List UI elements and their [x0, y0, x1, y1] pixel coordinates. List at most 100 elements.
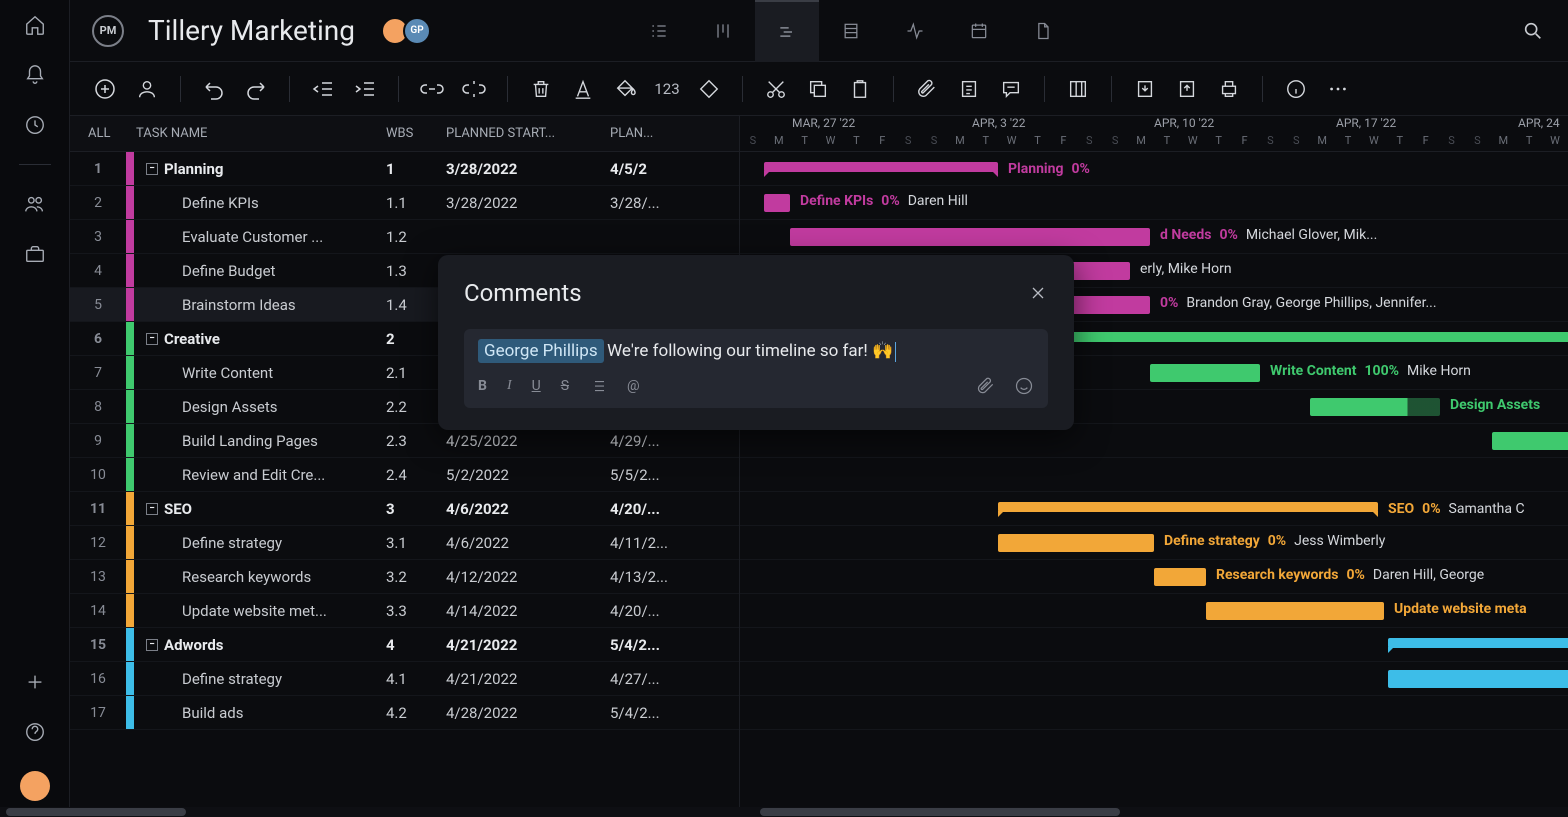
notes-icon[interactable]: [956, 76, 982, 102]
task-name[interactable]: −Adwords: [134, 636, 386, 654]
gantt-row[interactable]: Planning0%: [740, 152, 1568, 186]
calendar-view-tab[interactable]: [947, 0, 1011, 62]
end-cell[interactable]: 3/28/...: [610, 194, 739, 212]
milestone-icon[interactable]: [696, 76, 722, 102]
info-icon[interactable]: [1283, 76, 1309, 102]
end-cell[interactable]: 5/5/2...: [610, 466, 739, 484]
search-icon[interactable]: [1522, 20, 1544, 42]
wbs-cell[interactable]: 4: [386, 636, 446, 654]
gantt-bar[interactable]: SEO0%Samantha C: [998, 502, 1378, 512]
gantt-body[interactable]: Planning0% Define KPIs0%Daren Hilld Needs…: [740, 152, 1568, 730]
column-all[interactable]: ALL: [70, 126, 126, 141]
task-name[interactable]: Build Landing Pages: [134, 432, 386, 450]
task-name[interactable]: Evaluate Customer ...: [134, 228, 386, 246]
start-cell[interactable]: 4/25/2022: [446, 432, 610, 450]
gantt-row[interactable]: [740, 662, 1568, 696]
wbs-cell[interactable]: 1.3: [386, 262, 446, 280]
task-name[interactable]: Define Budget: [134, 262, 386, 280]
end-cell[interactable]: 4/20/...: [610, 602, 739, 620]
task-row[interactable]: 1 −Planning 1 3/28/2022 4/5/2: [70, 152, 739, 186]
gantt-bar[interactable]: [1492, 432, 1568, 450]
more-icon[interactable]: [1325, 76, 1351, 102]
wbs-cell[interactable]: 2.1: [386, 364, 446, 382]
help-icon[interactable]: [24, 721, 46, 743]
task-name[interactable]: Write Content: [134, 364, 386, 382]
gantt-row[interactable]: [740, 696, 1568, 730]
task-name[interactable]: −Planning: [134, 160, 386, 178]
wbs-cell[interactable]: 2.2: [386, 398, 446, 416]
gantt-bar[interactable]: Define KPIs0%Daren Hill: [764, 194, 790, 212]
disclosure-icon[interactable]: −: [146, 163, 158, 175]
column-end[interactable]: PLAN...: [610, 126, 739, 141]
wbs-cell[interactable]: 2.4: [386, 466, 446, 484]
gantt-bar[interactable]: Write Content100%Mike Horn: [1150, 364, 1260, 382]
gantt-view-tab[interactable]: [755, 0, 819, 62]
comment-text[interactable]: We're following our timeline so far! 🙌: [607, 341, 893, 361]
task-row[interactable]: 17 Build ads 4.2 4/28/2022 5/4/2...: [70, 696, 739, 730]
gantt-bar[interactable]: Planning0%: [764, 162, 998, 172]
task-name[interactable]: Brainstorm Ideas: [134, 296, 386, 314]
plus-icon[interactable]: [24, 671, 46, 693]
bold-icon[interactable]: B: [478, 378, 487, 394]
gantt-row[interactable]: [740, 458, 1568, 492]
disclosure-icon[interactable]: −: [146, 503, 158, 515]
trash-icon[interactable]: [528, 76, 554, 102]
task-row[interactable]: 2 Define KPIs 1.1 3/28/2022 3/28/...: [70, 186, 739, 220]
cut-icon[interactable]: [763, 76, 789, 102]
italic-icon[interactable]: I: [507, 378, 512, 394]
disclosure-icon[interactable]: −: [146, 333, 158, 345]
task-name[interactable]: Build ads: [134, 704, 386, 722]
wbs-cell[interactable]: 2.3: [386, 432, 446, 450]
task-name[interactable]: Define strategy: [134, 670, 386, 688]
copy-icon[interactable]: [805, 76, 831, 102]
gantt-bar[interactable]: Define strategy0%Jess Wimberly: [998, 534, 1154, 552]
comment-icon[interactable]: [998, 76, 1024, 102]
attach-icon[interactable]: [914, 76, 940, 102]
task-row[interactable]: 3 Evaluate Customer ... 1.2: [70, 220, 739, 254]
task-row[interactable]: 16 Define strategy 4.1 4/21/2022 4/27/..…: [70, 662, 739, 696]
gantt-row[interactable]: [740, 628, 1568, 662]
gantt-bar[interactable]: d Needs0%Michael Glover, Mik...: [790, 228, 1150, 246]
task-name[interactable]: −SEO: [134, 500, 386, 518]
user-avatar[interactable]: [20, 771, 50, 801]
bell-icon[interactable]: [24, 64, 46, 86]
end-cell[interactable]: 4/20/...: [610, 500, 739, 518]
print-icon[interactable]: [1216, 76, 1242, 102]
paste-icon[interactable]: [847, 76, 873, 102]
app-logo[interactable]: PM: [92, 15, 124, 47]
gantt-bar[interactable]: [1388, 670, 1568, 688]
end-cell[interactable]: 4/11/2...: [610, 534, 739, 552]
comment-input[interactable]: George Phillips We're following our time…: [464, 329, 1048, 408]
scrollbar[interactable]: [740, 807, 1568, 817]
fill-icon[interactable]: [612, 76, 638, 102]
task-name[interactable]: Update website met...: [134, 602, 386, 620]
member-avatars[interactable]: GP: [387, 17, 431, 45]
disclosure-icon[interactable]: −: [146, 639, 158, 651]
wbs-cell[interactable]: 2: [386, 330, 446, 348]
task-row[interactable]: 12 Define strategy 3.1 4/6/2022 4/11/2..…: [70, 526, 739, 560]
end-cell[interactable]: 5/4/2...: [610, 636, 739, 654]
sheet-view-tab[interactable]: [819, 0, 883, 62]
users-icon[interactable]: [24, 193, 46, 215]
end-cell[interactable]: 4/27/...: [610, 670, 739, 688]
briefcase-icon[interactable]: [24, 243, 46, 265]
wbs-cell[interactable]: 1.2: [386, 228, 446, 246]
start-cell[interactable]: 4/21/2022: [446, 636, 610, 654]
wbs-cell[interactable]: 3.1: [386, 534, 446, 552]
task-row[interactable]: 13 Research keywords 3.2 4/12/2022 4/13/…: [70, 560, 739, 594]
end-cell[interactable]: 4/29/...: [610, 432, 739, 450]
gantt-row[interactable]: d Needs0%Michael Glover, Mik...: [740, 220, 1568, 254]
gantt-bar[interactable]: Update website meta: [1206, 602, 1384, 620]
wbs-cell[interactable]: 3.2: [386, 568, 446, 586]
redo-icon[interactable]: [243, 76, 269, 102]
start-cell[interactable]: 4/6/2022: [446, 500, 610, 518]
link-icon[interactable]: [419, 76, 445, 102]
clock-icon[interactable]: [24, 114, 46, 136]
columns-icon[interactable]: [1065, 76, 1091, 102]
import-icon[interactable]: [1132, 76, 1158, 102]
task-row[interactable]: 11 −SEO 3 4/6/2022 4/20/...: [70, 492, 739, 526]
mention-icon[interactable]: @: [627, 378, 640, 394]
attach-icon[interactable]: [976, 376, 996, 396]
end-cell[interactable]: 5/4/2...: [610, 704, 739, 722]
column-start[interactable]: PLANNED START...: [446, 126, 610, 141]
